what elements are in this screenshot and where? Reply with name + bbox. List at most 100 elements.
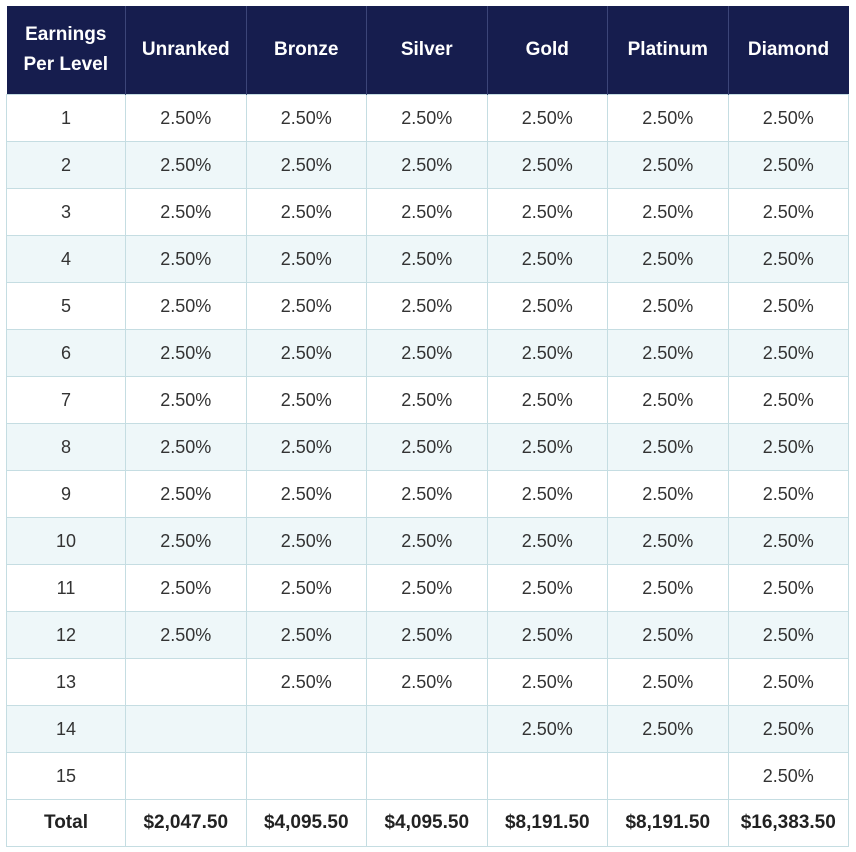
percentage-cell bbox=[486, 752, 608, 800]
total-label: Total bbox=[6, 799, 126, 847]
earnings-per-level-table: Earnings Per Level Unranked Bronze Silver Go… bbox=[6, 6, 849, 847]
percentage-cell: 2.50% bbox=[245, 658, 367, 706]
column-header-gold: Gold bbox=[486, 6, 608, 95]
percentage-cell: 2.50% bbox=[245, 94, 367, 142]
percentage-cell bbox=[366, 705, 488, 753]
percentage-cell: 2.50% bbox=[727, 752, 849, 800]
percentage-cell: 2.50% bbox=[486, 658, 608, 706]
percentage-cell: 2.50% bbox=[245, 376, 367, 424]
percentage-cell bbox=[125, 705, 247, 753]
percentage-cell: 2.50% bbox=[486, 705, 608, 753]
percentage-cell: 2.50% bbox=[607, 517, 729, 565]
percentage-cell: 2.50% bbox=[486, 423, 608, 471]
percentage-cell: 2.50% bbox=[245, 611, 367, 659]
percentage-cell: 2.50% bbox=[125, 235, 247, 283]
table-header-row: Earnings Per Level Unranked Bronze Silver Go… bbox=[6, 6, 849, 95]
percentage-cell: 2.50% bbox=[366, 611, 488, 659]
percentage-cell: 2.50% bbox=[607, 423, 729, 471]
column-header-bronze: Bronze bbox=[245, 6, 367, 95]
level-cell: 7 bbox=[6, 376, 126, 424]
percentage-cell: 2.50% bbox=[727, 235, 849, 283]
table-row: 4 2.50% 2.50% 2.50% 2.50% 2.50% 2.50% bbox=[6, 235, 849, 283]
percentage-cell: 2.50% bbox=[366, 282, 488, 330]
table-row: 13 2.50% 2.50% 2.50% 2.50% 2.50% bbox=[6, 658, 849, 706]
percentage-cell: 2.50% bbox=[125, 188, 247, 236]
table-row: 14 2.50% 2.50% 2.50% bbox=[6, 705, 849, 753]
percentage-cell: 2.50% bbox=[607, 94, 729, 142]
percentage-cell: 2.50% bbox=[727, 329, 849, 377]
percentage-cell: 2.50% bbox=[727, 470, 849, 518]
percentage-cell: 2.50% bbox=[245, 470, 367, 518]
percentage-cell: 2.50% bbox=[486, 188, 608, 236]
level-cell: 1 bbox=[6, 94, 126, 142]
earnings-table-container: Earnings Per Level Unranked Bronze Silver Go… bbox=[6, 6, 849, 847]
level-cell: 13 bbox=[6, 658, 126, 706]
percentage-cell: 2.50% bbox=[486, 470, 608, 518]
table-row: 2 2.50% 2.50% 2.50% 2.50% 2.50% 2.50% bbox=[6, 141, 849, 189]
level-cell: 4 bbox=[6, 235, 126, 283]
percentage-cell: 2.50% bbox=[245, 141, 367, 189]
percentage-cell: 2.50% bbox=[607, 329, 729, 377]
table-row: 9 2.50% 2.50% 2.50% 2.50% 2.50% 2.50% bbox=[6, 470, 849, 518]
percentage-cell: 2.50% bbox=[366, 329, 488, 377]
percentage-cell: 2.50% bbox=[486, 564, 608, 612]
percentage-cell: 2.50% bbox=[727, 94, 849, 142]
table-row: 1 2.50% 2.50% 2.50% 2.50% 2.50% 2.50% bbox=[6, 94, 849, 142]
percentage-cell: 2.50% bbox=[245, 564, 367, 612]
percentage-cell: 2.50% bbox=[125, 282, 247, 330]
percentage-cell: 2.50% bbox=[366, 517, 488, 565]
percentage-cell: 2.50% bbox=[607, 564, 729, 612]
percentage-cell: 2.50% bbox=[607, 658, 729, 706]
percentage-cell: 2.50% bbox=[245, 517, 367, 565]
percentage-cell: 2.50% bbox=[125, 423, 247, 471]
table-total-row: Total $2,047.50 $4,095.50 $4,095.50 $8,191.5… bbox=[6, 799, 849, 847]
level-cell: 12 bbox=[6, 611, 126, 659]
percentage-cell: 2.50% bbox=[366, 188, 488, 236]
percentage-cell: 2.50% bbox=[727, 658, 849, 706]
table-row: 5 2.50% 2.50% 2.50% 2.50% 2.50% 2.50% bbox=[6, 282, 849, 330]
percentage-cell: 2.50% bbox=[486, 611, 608, 659]
percentage-cell: 2.50% bbox=[366, 141, 488, 189]
percentage-cell: 2.50% bbox=[366, 470, 488, 518]
percentage-cell: 2.50% bbox=[727, 705, 849, 753]
percentage-cell bbox=[607, 752, 729, 800]
percentage-cell: 2.50% bbox=[727, 376, 849, 424]
percentage-cell: 2.50% bbox=[486, 141, 608, 189]
percentage-cell: 2.50% bbox=[366, 376, 488, 424]
percentage-cell: 2.50% bbox=[125, 470, 247, 518]
percentage-cell: 2.50% bbox=[727, 423, 849, 471]
percentage-cell: 2.50% bbox=[125, 141, 247, 189]
total-cell: $4,095.50 bbox=[245, 799, 367, 847]
total-cell: $8,191.50 bbox=[607, 799, 729, 847]
percentage-cell: 2.50% bbox=[125, 329, 247, 377]
level-cell: 3 bbox=[6, 188, 126, 236]
column-header-unranked: Unranked bbox=[125, 6, 246, 95]
percentage-cell: 2.50% bbox=[366, 235, 488, 283]
percentage-cell: 2.50% bbox=[727, 517, 849, 565]
percentage-cell: 2.50% bbox=[607, 376, 729, 424]
level-cell: 11 bbox=[6, 564, 126, 612]
percentage-cell: 2.50% bbox=[245, 282, 367, 330]
percentage-cell: 2.50% bbox=[366, 423, 488, 471]
column-header-silver: Silver bbox=[366, 6, 487, 95]
table-row: 10 2.50% 2.50% 2.50% 2.50% 2.50% 2.50% bbox=[6, 517, 849, 565]
table-row: 3 2.50% 2.50% 2.50% 2.50% 2.50% 2.50% bbox=[6, 188, 849, 236]
table-row: 12 2.50% 2.50% 2.50% 2.50% 2.50% 2.50% bbox=[6, 611, 849, 659]
percentage-cell: 2.50% bbox=[727, 141, 849, 189]
percentage-cell: 2.50% bbox=[486, 517, 608, 565]
percentage-cell: 2.50% bbox=[727, 564, 849, 612]
percentage-cell: 2.50% bbox=[486, 376, 608, 424]
column-header-diamond: Diamond bbox=[727, 6, 849, 95]
percentage-cell: 2.50% bbox=[607, 141, 729, 189]
table-row: 6 2.50% 2.50% 2.50% 2.50% 2.50% 2.50% bbox=[6, 329, 849, 377]
level-cell: 15 bbox=[6, 752, 126, 800]
column-header-earnings-per-level: Earnings Per Level bbox=[6, 6, 126, 95]
percentage-cell: 2.50% bbox=[607, 705, 729, 753]
percentage-cell: 2.50% bbox=[366, 94, 488, 142]
level-cell: 5 bbox=[6, 282, 126, 330]
percentage-cell bbox=[366, 752, 488, 800]
percentage-cell: 2.50% bbox=[125, 94, 247, 142]
percentage-cell bbox=[125, 752, 247, 800]
level-cell: 6 bbox=[6, 329, 126, 377]
total-cell: $16,383.50 bbox=[727, 799, 849, 847]
